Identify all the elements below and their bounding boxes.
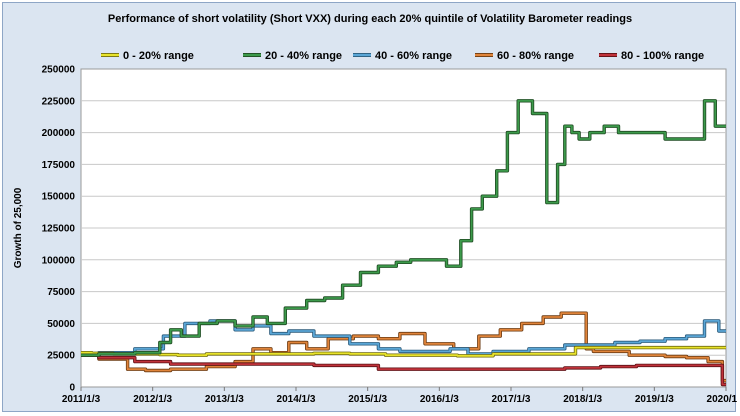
x-tick-label: 2019/1/3 xyxy=(635,394,674,405)
y-axis-ticks: 0 25000 50000 75000 100000 125000 150000 175000… xyxy=(42,65,76,394)
legend: 0 - 20% range 20 - 40% range 40 - 60% rang… xyxy=(101,50,704,62)
series-line xyxy=(81,99,726,357)
legend-item: 20 - 40% range xyxy=(243,50,342,62)
x-tick-label: 2018/1/3 xyxy=(563,394,602,405)
legend-item: 40 - 60% range xyxy=(353,50,452,62)
x-tick-label: 2014/1/3 xyxy=(277,394,316,405)
y-tick-label: 75000 xyxy=(47,287,75,298)
legend-label: 80 - 100% range xyxy=(621,50,704,62)
legend-label: 40 - 60% range xyxy=(375,50,452,62)
x-tick-label: 2015/1/3 xyxy=(348,394,387,405)
y-tick-label: 25000 xyxy=(47,351,75,362)
legend-label: 0 - 20% range xyxy=(123,50,194,62)
chart-svg: Performance of short volatility (Short V… xyxy=(13,13,737,405)
series-5 xyxy=(81,353,726,387)
chart-title: Performance of short volatility (Short V… xyxy=(108,13,632,25)
x-tick-label: 2017/1/3 xyxy=(492,394,531,405)
series-4 xyxy=(81,311,726,383)
x-tick-label: 2020/1/3 xyxy=(707,394,737,405)
series-line xyxy=(81,312,726,382)
y-tick-label: 200000 xyxy=(42,128,76,139)
series-lines xyxy=(81,99,726,387)
x-tick-label: 2016/1/3 xyxy=(420,394,459,405)
series-2 xyxy=(81,99,726,357)
y-axis-title: Growth of 25,000 xyxy=(13,187,24,268)
x-tick-label: 2013/1/3 xyxy=(205,394,244,405)
x-tick-label: 2011/1/3 xyxy=(62,394,101,405)
legend-item: 60 - 80% range xyxy=(475,50,574,62)
y-tick-label: 50000 xyxy=(47,319,75,330)
chart-frame: Performance of short volatility (Short V… xyxy=(2,2,737,412)
legend-label: 20 - 40% range xyxy=(265,50,342,62)
legend-item: 80 - 100% range xyxy=(599,50,704,62)
legend-label: 60 - 80% range xyxy=(497,50,574,62)
y-tick-label: 125000 xyxy=(42,224,76,235)
y-tick-label: 175000 xyxy=(42,160,76,171)
series-line xyxy=(81,354,726,386)
y-tick-label: 225000 xyxy=(42,96,76,107)
y-tick-label: 150000 xyxy=(42,192,76,203)
x-axis-ticks: 2011/1/3 2012/1/3 2013/1/3 2014/1/3 2015/1/3… xyxy=(62,387,737,405)
x-tick-label: 2012/1/3 xyxy=(133,394,172,405)
legend-item: 0 - 20% range xyxy=(101,50,194,62)
y-tick-label: 250000 xyxy=(42,65,76,76)
y-tick-label: 0 xyxy=(69,383,75,394)
y-tick-label: 100000 xyxy=(42,255,76,266)
